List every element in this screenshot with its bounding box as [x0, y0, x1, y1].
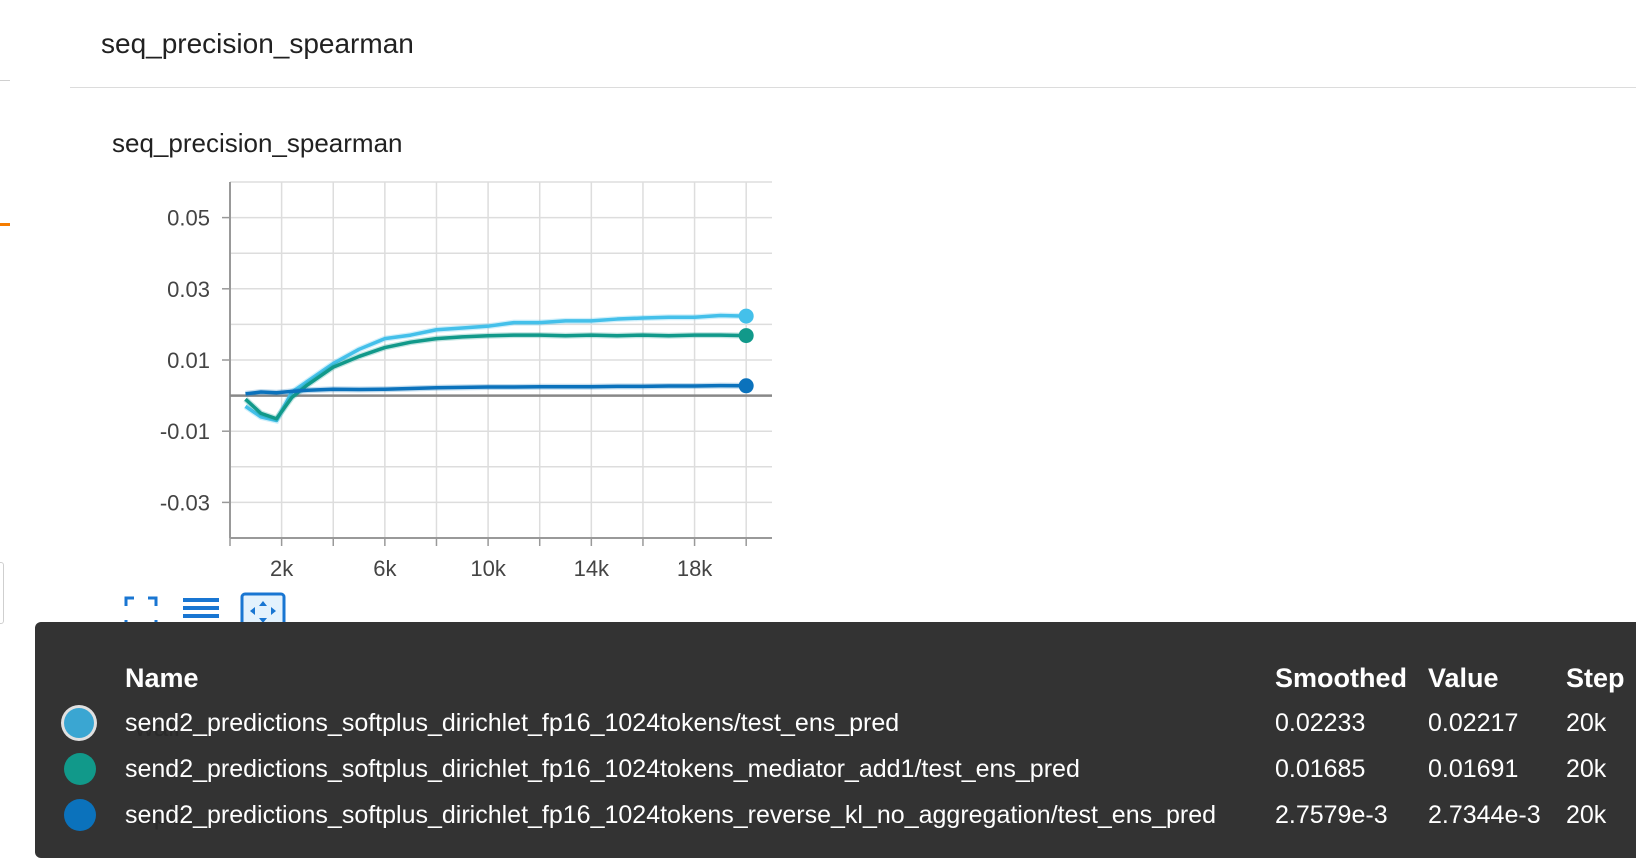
- tooltip-series-name: send2_predictions_softplus_dirichlet_fp1…: [125, 708, 900, 737]
- x-tick-label: 10k: [470, 556, 506, 581]
- sidebar-divider: [0, 80, 10, 81]
- tooltip-value: 2.7344e-3: [1428, 800, 1541, 829]
- tooltip-step: 20k: [1566, 800, 1607, 829]
- x-tick-label: 18k: [677, 556, 713, 581]
- series-end-point: [738, 328, 754, 344]
- series-swatch-icon: [64, 753, 96, 785]
- x-tick-label: 14k: [574, 556, 610, 581]
- x-tick-label: 2k: [270, 556, 294, 581]
- card-title: seq_precision_spearman: [101, 28, 414, 59]
- expand-icon[interactable]: [124, 596, 162, 630]
- y-tick-label: 0.05: [167, 206, 210, 231]
- chart-series: [243, 308, 754, 424]
- y-tick-label: -0.01: [160, 419, 210, 444]
- tooltip-step: 20k: [1566, 754, 1607, 783]
- series-line: [245, 383, 747, 396]
- tooltip-series-name: send2_predictions_softplus_dirichlet_fp1…: [125, 800, 1217, 829]
- tooltip-table: Name Smoothed Value Step send2_predictio…: [35, 656, 1636, 838]
- tooltip-header-row: Name Smoothed Value Step: [35, 656, 1636, 700]
- tooltip-value: 0.02217: [1428, 708, 1519, 737]
- tooltip-smoothed: 0.02233: [1275, 708, 1366, 737]
- tooltip-step: 20k: [1566, 708, 1607, 737]
- tooltip-header-value: Value: [1428, 662, 1499, 693]
- tooltip-row: send2_predictions_softplus_dirichlet_fp1…: [35, 746, 1636, 792]
- series-swatch-icon: [64, 799, 96, 831]
- sidebar-active-indicator: [0, 223, 10, 226]
- tooltip-header-name: Name: [125, 662, 199, 693]
- chart-ticks: 0.05 0.03 0.01 -0.01 -0.03 2k 6k 10k 14k 18k: [160, 206, 747, 581]
- series-line: [244, 333, 747, 421]
- chart-grid: [229, 181, 772, 539]
- series-end-point: [738, 378, 754, 394]
- fit-domain-icon[interactable]: [240, 592, 286, 632]
- series-end-point: [738, 308, 754, 324]
- tooltip-row: send2_predictions_softplus_dirichlet_fp1…: [35, 700, 1636, 746]
- series-line: [244, 313, 747, 423]
- tooltip-row: send2_predictions_softplus_dirichlet_fp1…: [35, 792, 1636, 838]
- chart-tooltip: wall wpb Name Smoothed Value Step send2_…: [35, 622, 1636, 858]
- underlying-label-wpb: wpb: [135, 800, 183, 830]
- y-tick-label: 0.03: [167, 277, 210, 302]
- tooltip-header-step: Step: [1566, 662, 1625, 693]
- card-header: seq_precision_spearman: [70, 0, 1636, 88]
- tooltip-header-swatch: [35, 656, 125, 700]
- x-tick-label: 6k: [373, 556, 397, 581]
- tooltip-smoothed: 2.7579e-3: [1275, 800, 1388, 829]
- series-swatch-icon: [64, 708, 94, 739]
- line-chart[interactable]: 0.05 0.03 0.01 -0.01 -0.03 2k 6k 10k 14k 18k: [0, 0, 1636, 640]
- tooltip-header-smoothed: Smoothed: [1275, 662, 1407, 693]
- series-raw-line: [243, 312, 747, 424]
- tooltip-smoothed: 0.01685: [1275, 754, 1366, 783]
- underlying-label-wall: wall: [135, 712, 180, 742]
- y-tick-label: 0.01: [167, 348, 210, 373]
- chart-title: seq_precision_spearman: [112, 128, 403, 158]
- sidebar-input-edge[interactable]: [0, 562, 4, 624]
- y-tick-label: -0.03: [160, 490, 210, 515]
- tooltip-series-name: send2_predictions_softplus_dirichlet_fp1…: [125, 754, 1080, 783]
- tooltip-value: 0.01691: [1428, 754, 1519, 783]
